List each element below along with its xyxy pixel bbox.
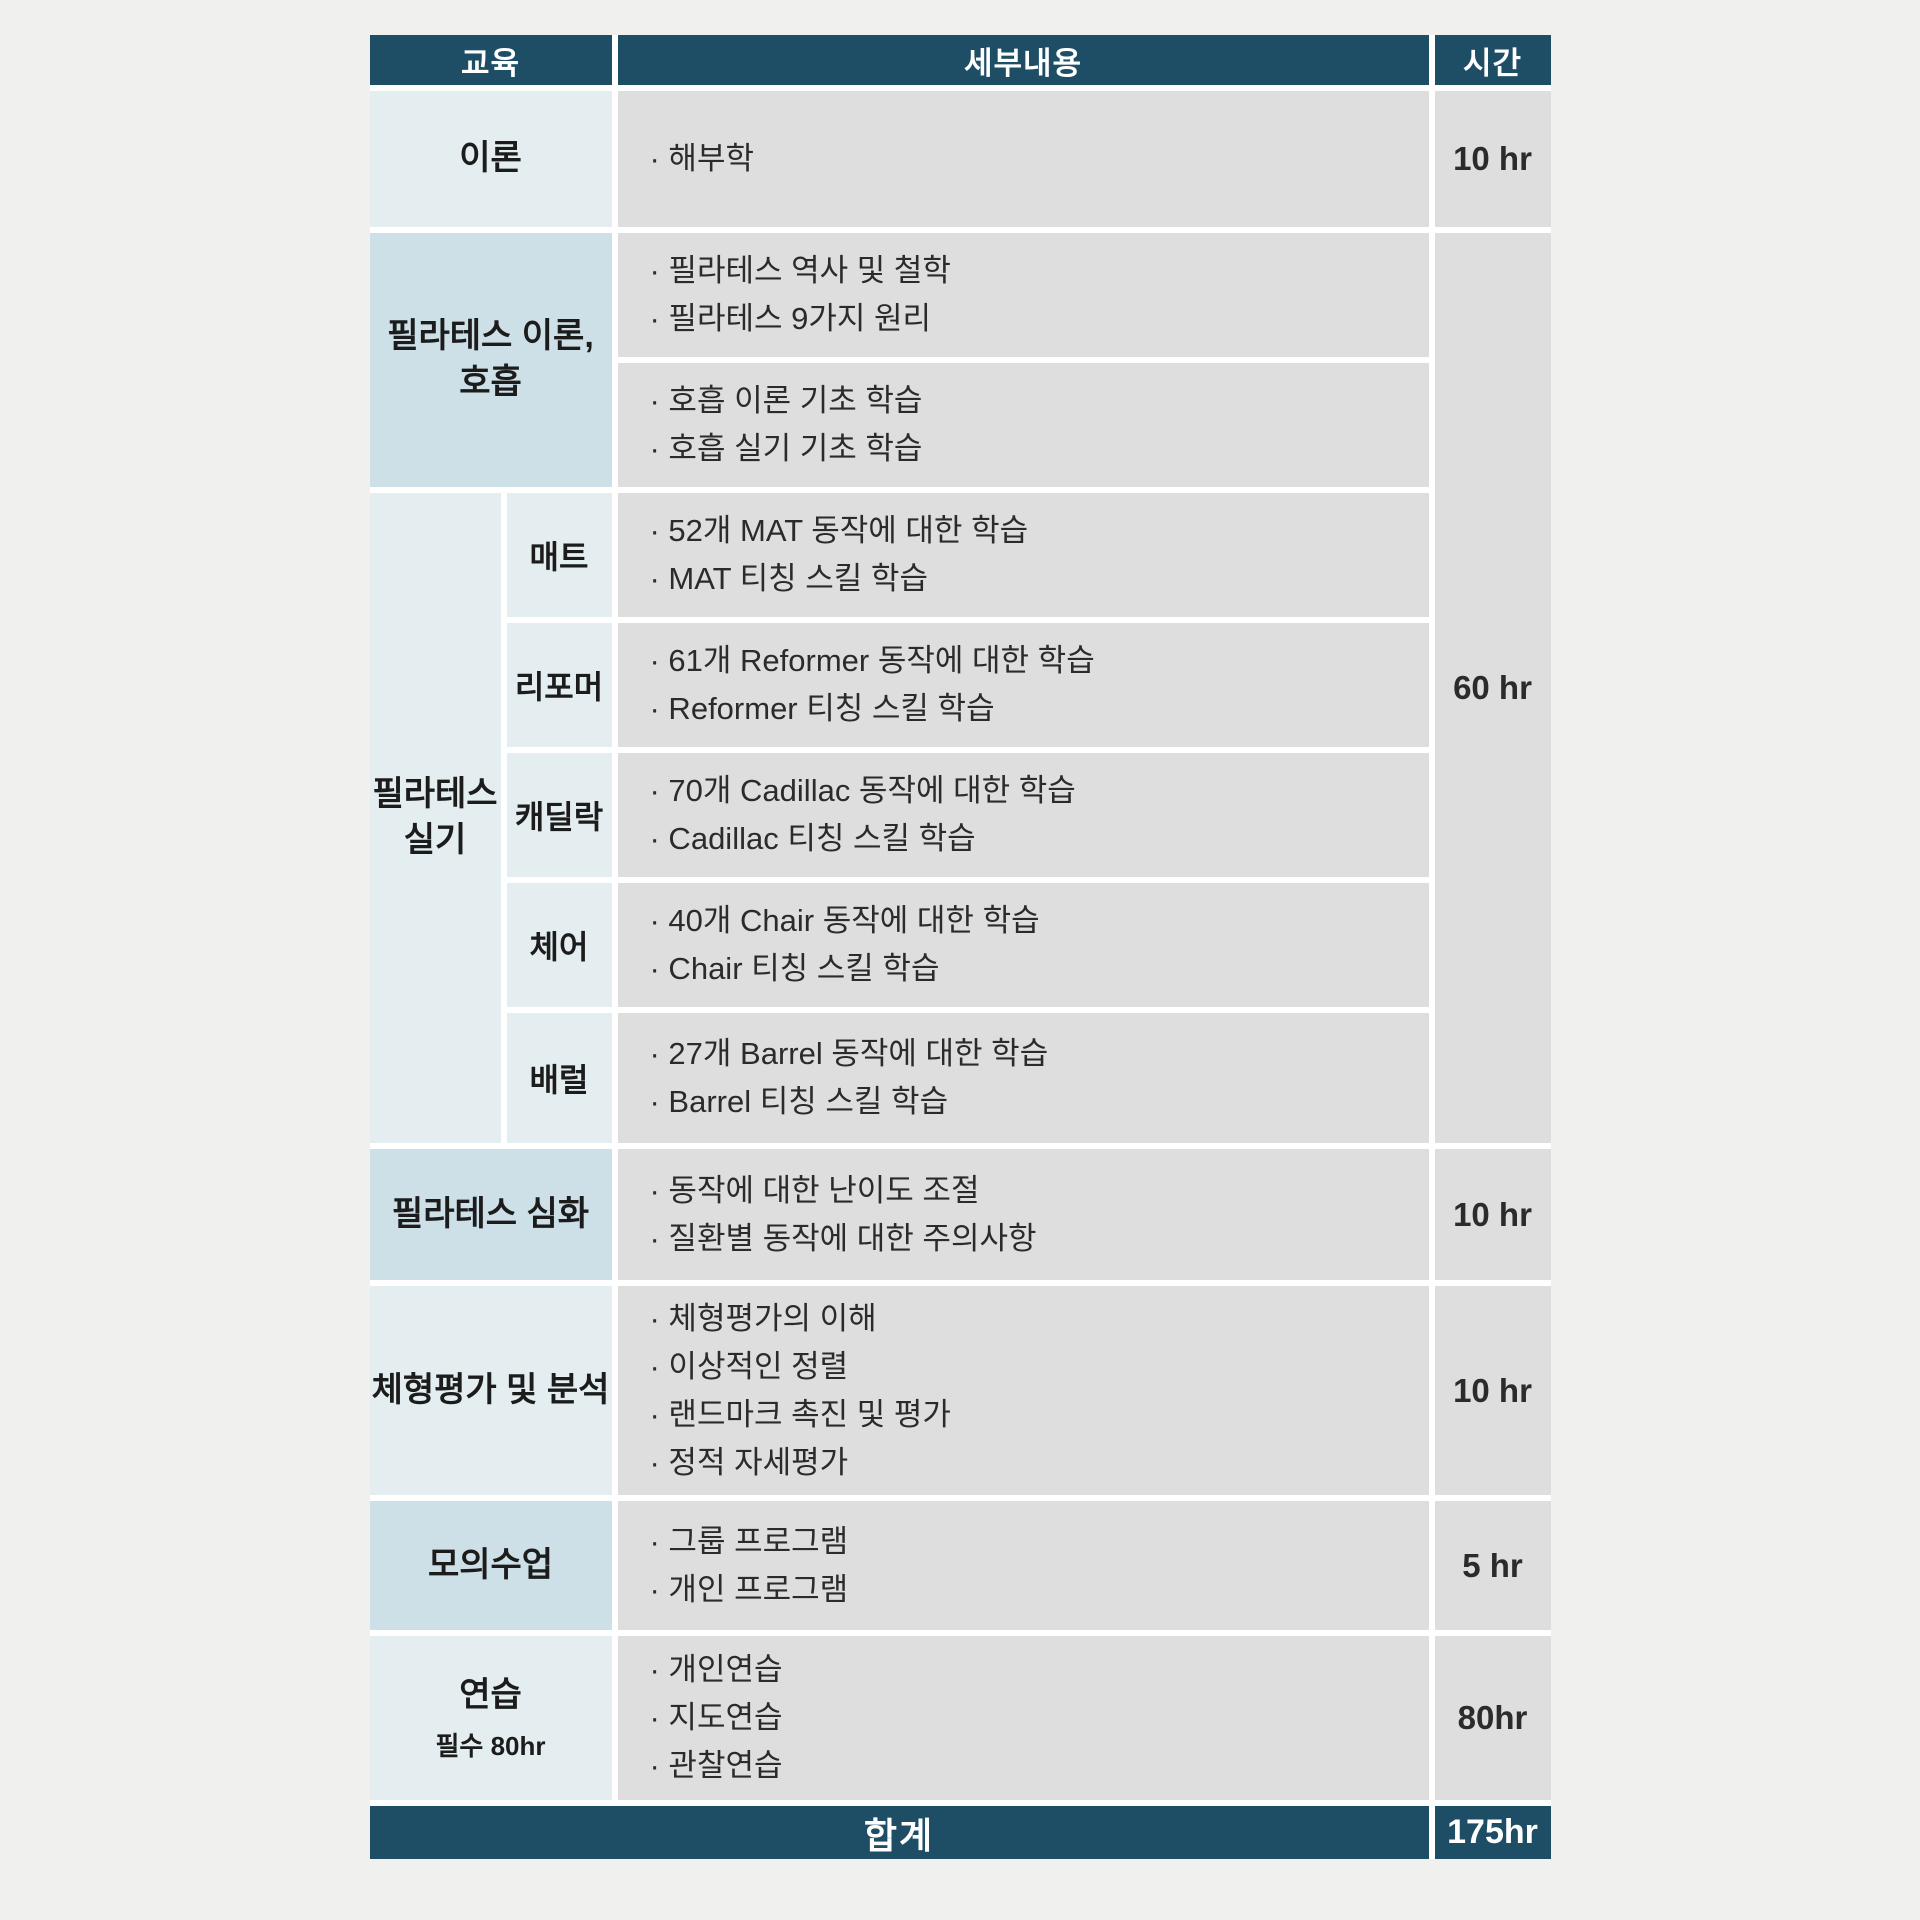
detail-reformer: · 61개 Reformer 동작에 대한 학습 · Reformer 티칭 스… <box>617 623 1429 747</box>
detail-line: · 동작에 대한 난이도 조절 <box>649 1172 980 1208</box>
category-posture-eval: 체형평가 및 분석 <box>369 1286 612 1495</box>
detail-line: · 호흡 실기 기초 학습 <box>649 431 923 466</box>
category-practice-required-hours: 필수 80hr <box>435 1731 546 1762</box>
hours-theory-breath-practice: 60 hr <box>1434 233 1551 1143</box>
category-practice: 연습 필수 80hr <box>369 1636 612 1800</box>
footer-total-hours: 175hr <box>1434 1806 1551 1859</box>
hours-practice: 80hr <box>1434 1636 1551 1800</box>
subcategory-mat: 매트 <box>506 493 612 617</box>
detail-advanced: · 동작에 대한 난이도 조절 · 질환별 동작에 대한 주의사항 <box>617 1149 1429 1280</box>
category-label-line: 호흡 <box>459 363 522 401</box>
category-label-line: 필라테스 <box>372 775 498 814</box>
detail-line: · 질환별 동작에 대한 주의사항 <box>649 1220 1037 1256</box>
detail-line: · Barrel 티칭 스킬 학습 <box>649 1084 949 1119</box>
detail-line: · 관찰연습 <box>649 1748 783 1783</box>
curriculum-table: 교육 세부내용 시간 이론 · 해부학 10 hr 필라테스 이론, 호흡 · … <box>369 35 1551 1859</box>
detail-line: · 27개 Barrel 동작에 대한 학습 <box>649 1036 1049 1071</box>
detail-chair: · 40개 Chair 동작에 대한 학습 · Chair 티칭 스킬 학습 <box>617 883 1429 1007</box>
detail-line: · 지도연습 <box>649 1700 783 1735</box>
subcategory-cadillac: 캐딜락 <box>506 753 612 877</box>
header-education: 교육 <box>369 35 612 85</box>
detail-line: · 개인 프로그램 <box>649 1571 849 1607</box>
detail-line: · 정적 자세평가 <box>649 1444 849 1480</box>
category-theory: 이론 <box>369 91 612 227</box>
detail-line: · 개인연습 <box>649 1652 783 1687</box>
detail-breath: · 호흡 이론 기초 학습 · 호흡 실기 기초 학습 <box>617 363 1429 487</box>
detail-line: · 40개 Chair 동작에 대한 학습 <box>649 903 1040 938</box>
category-pilates-theory-breath: 필라테스 이론, 호흡 <box>369 233 612 487</box>
detail-line: · 그룹 프로그램 <box>649 1523 849 1559</box>
detail-posture-eval: · 체형평가의 이해 · 이상적인 정렬 · 랜드마크 촉진 및 평가 · 정적… <box>617 1286 1429 1495</box>
detail-line: · Chair 티칭 스킬 학습 <box>649 951 940 986</box>
detail-theory: · 해부학 <box>617 91 1429 227</box>
detail-line: · 61개 Reformer 동작에 대한 학습 <box>649 643 1095 678</box>
header-details: 세부내용 <box>617 35 1429 85</box>
detail-line: · Cadillac 티칭 스킬 학습 <box>649 821 976 856</box>
detail-line: · 체형평가의 이해 <box>649 1300 877 1336</box>
detail-practice: · 개인연습 · 지도연습 · 관찰연습 <box>617 1636 1429 1800</box>
category-label-line: 필라테스 이론, <box>387 317 594 356</box>
detail-line: · MAT 티칭 스킬 학습 <box>649 561 928 596</box>
detail-line: · 70개 Cadillac 동작에 대한 학습 <box>649 773 1076 808</box>
detail-pilates-theory: · 필라테스 역사 및 철학 · 필라테스 9가지 원리 <box>617 233 1429 357</box>
category-pilates-practice: 필라테스 실기 <box>369 493 501 1143</box>
category-advanced: 필라테스 심화 <box>369 1149 612 1280</box>
detail-line: · 필라테스 역사 및 철학 <box>649 253 951 288</box>
detail-line: · 52개 MAT 동작에 대한 학습 <box>649 513 1029 548</box>
detail-mat: · 52개 MAT 동작에 대한 학습 · MAT 티칭 스킬 학습 <box>617 493 1429 617</box>
footer-total-label: 합계 <box>369 1806 1429 1859</box>
detail-line: · Reformer 티칭 스킬 학습 <box>649 691 995 726</box>
category-label-line: 실기 <box>403 821 467 859</box>
detail-line: · 해부학 <box>649 141 755 176</box>
detail-line: · 이상적인 정렬 <box>649 1348 849 1384</box>
detail-mock-class: · 그룹 프로그램 · 개인 프로그램 <box>617 1501 1429 1630</box>
detail-cadillac: · 70개 Cadillac 동작에 대한 학습 · Cadillac 티칭 스… <box>617 753 1429 877</box>
category-practice-label: 연습 <box>459 1675 522 1714</box>
subcategory-reformer: 리포머 <box>506 623 612 747</box>
hours-posture-eval: 10 hr <box>1434 1286 1551 1495</box>
detail-line: · 랜드마크 촉진 및 평가 <box>649 1396 951 1432</box>
subcategory-barrel: 배럴 <box>506 1013 612 1143</box>
detail-line: · 필라테스 9가지 원리 <box>649 301 932 336</box>
hours-advanced: 10 hr <box>1434 1149 1551 1280</box>
detail-line: · 호흡 이론 기초 학습 <box>649 383 923 418</box>
hours-theory: 10 hr <box>1434 91 1551 227</box>
header-hours: 시간 <box>1434 35 1551 85</box>
detail-barrel: · 27개 Barrel 동작에 대한 학습 · Barrel 티칭 스킬 학습 <box>617 1013 1429 1143</box>
subcategory-chair: 체어 <box>506 883 612 1007</box>
hours-mock-class: 5 hr <box>1434 1501 1551 1630</box>
category-mock-class: 모의수업 <box>369 1501 612 1630</box>
